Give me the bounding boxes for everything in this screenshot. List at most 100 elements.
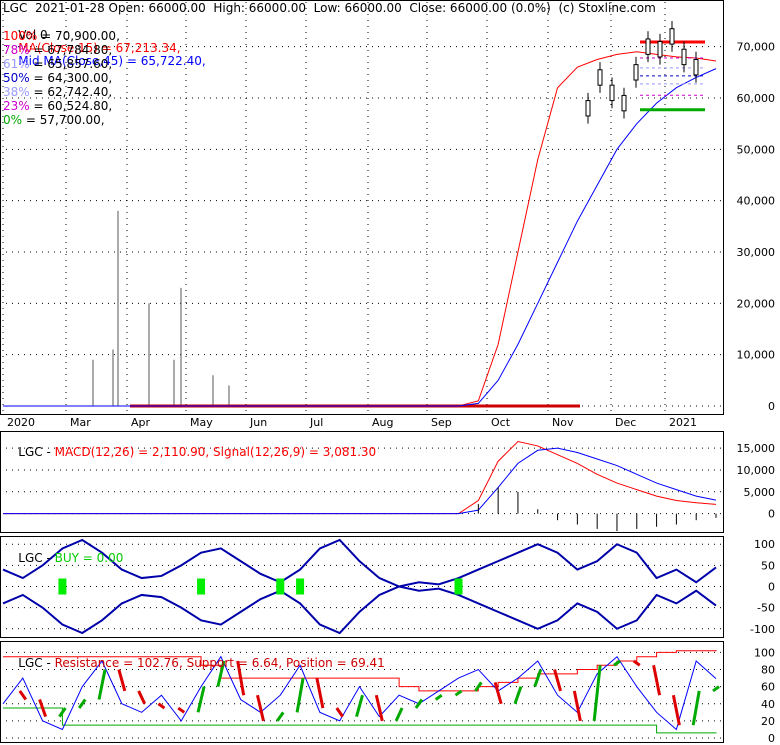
- panel-frame-srp: [0, 641, 724, 743]
- srp-price-segment: [335, 707, 344, 718]
- macd-title-row: LGC - MACD(12,26) = 2,110.90, Signal(12,…: [18, 445, 377, 459]
- fib-level-row: 78% = 67,784.80,: [3, 44, 112, 57]
- month-tick-label: Jun: [249, 416, 267, 429]
- srp-tick-label: 20: [761, 715, 775, 728]
- fib-level-row: 38% = 62,742.40,: [3, 86, 112, 99]
- price-tick-label: 70,000: [737, 41, 776, 54]
- buy-tick-label: 100: [754, 538, 775, 551]
- fib-level-row: 50% = 64,300.00,: [3, 72, 112, 85]
- srp-price-segment: [77, 698, 87, 709]
- srp-tick-label: 0: [768, 732, 775, 745]
- macd-tick-label: 15,000: [737, 442, 776, 455]
- fib-level-value: = 70,900.00,: [37, 29, 120, 43]
- month-tick-label: Jul: [309, 416, 323, 429]
- macd-title: MACD(12,26) = 2,110.90, Signal(12,26,9) …: [54, 445, 377, 459]
- signal-line: [3, 447, 717, 515]
- buy-title: BUY = 0.00: [54, 551, 124, 565]
- srp-price-segment: [533, 669, 543, 688]
- srp-title-row: LGC - Resistance = 102.76, Support = 6.6…: [18, 656, 385, 670]
- fib-level-value: = 65,857.60,: [29, 57, 113, 71]
- srp-price-segment: [18, 690, 28, 701]
- panel-frames: [0, 0, 724, 743]
- candle-body: [597, 69, 603, 86]
- srp-price-segment: [177, 706, 186, 714]
- candle-body: [681, 48, 687, 66]
- panel-frame-price: [0, 0, 724, 415]
- buy-ticker: LGC: [18, 551, 43, 565]
- price-tick-label: 0: [768, 400, 775, 413]
- srp-ticker: LGC: [18, 656, 43, 670]
- candle-body: [621, 94, 627, 112]
- price-tick-label: 30,000: [737, 246, 776, 259]
- srp-price-segment: [256, 694, 265, 722]
- resistance-line: [3, 650, 717, 692]
- buy-title-row: LGC - BUY = 0.00: [18, 551, 124, 565]
- srp-price-segment: [632, 659, 641, 667]
- candle-body: [693, 59, 699, 76]
- buy-tick-label: 50: [761, 559, 775, 572]
- buy-upper-line: [2, 538, 717, 588]
- srp-price-segment: [493, 681, 503, 705]
- buy-signal-mark: [296, 578, 305, 595]
- srp-price-segment: [196, 686, 206, 713]
- fib-level-row: 61% = 65,857.60,: [3, 58, 112, 71]
- buy-tick-label: 0: [768, 581, 775, 594]
- srp-price-segment: [157, 702, 166, 710]
- srp-price-segment: [38, 698, 48, 718]
- srp-price-segment: [572, 690, 582, 722]
- month-tick-label: Nov: [552, 416, 574, 429]
- fib-level-pct: 50%: [3, 71, 30, 85]
- srp-tick-label: 40: [761, 698, 775, 711]
- month-tick-label: Apr: [131, 416, 151, 429]
- srp-price-segment: [394, 707, 404, 722]
- srp-title: Resistance = 102.76, Support = 6.64, Pos…: [54, 656, 385, 670]
- buy-signal-mark: [454, 578, 463, 595]
- month-tick-label: Sep: [431, 416, 452, 429]
- fib-level-value: = 57,700.00,: [22, 113, 105, 127]
- fib-level-pct: 0%: [3, 113, 23, 127]
- fib-level-value: = 62,742.40,: [29, 85, 113, 99]
- fib-level-row: 100% = 70,900.00,: [3, 30, 120, 43]
- buy-signal-mark: [197, 578, 206, 595]
- buy-lower-line: [2, 585, 717, 635]
- fib-level-pct: 78%: [3, 43, 30, 57]
- fib-level-pct: 38%: [3, 85, 30, 99]
- buy-signal-mark: [276, 578, 285, 595]
- srp-price-segment: [712, 685, 720, 693]
- support-line: [3, 707, 717, 734]
- ma45-line: [3, 68, 717, 407]
- srp-tick-label: 80: [761, 664, 775, 677]
- srp-price-segment: [295, 677, 305, 713]
- candle-body: [669, 28, 675, 45]
- price-tick-label: 60,000: [737, 92, 776, 105]
- price-tick-label: 10,000: [737, 349, 776, 362]
- srp-price-segment: [553, 669, 562, 692]
- price-tick-label: 50,000: [737, 143, 776, 156]
- candle-body: [585, 100, 591, 117]
- macd-tick-label: 5,000: [744, 486, 776, 499]
- month-tick-label: Dec: [615, 416, 636, 429]
- srp-price-segment: [613, 659, 621, 667]
- chart-marks: [2, 21, 720, 734]
- candle-body: [645, 38, 651, 55]
- srp-price-segment: [513, 686, 523, 705]
- candle-body: [633, 64, 639, 81]
- srp-tick-label: 60: [761, 681, 775, 694]
- month-tick-label: Oct: [491, 416, 511, 429]
- grid-dots: [0, 2, 723, 739]
- srp-price-segment: [236, 660, 246, 696]
- fib-level-pct: 100%: [3, 29, 38, 43]
- fib-level-value: = 67,784.80,: [29, 43, 113, 57]
- price-tick-label: 20,000: [737, 297, 776, 310]
- axis-labels: 70,000 60,000 50,000 40,000 30,000 20,000 10,0…: [7, 41, 775, 745]
- month-tick-label: May: [190, 416, 213, 429]
- srp-price-segment: [374, 694, 384, 722]
- srp-price-segment: [652, 664, 662, 696]
- fib-level-row: 0% = 57,700.00,: [3, 114, 105, 127]
- srp-price-segment: [315, 677, 325, 709]
- srp-price-segment: [216, 660, 226, 687]
- month-tick-label: 2021: [669, 416, 697, 429]
- buy-tick-label: -50: [757, 602, 775, 615]
